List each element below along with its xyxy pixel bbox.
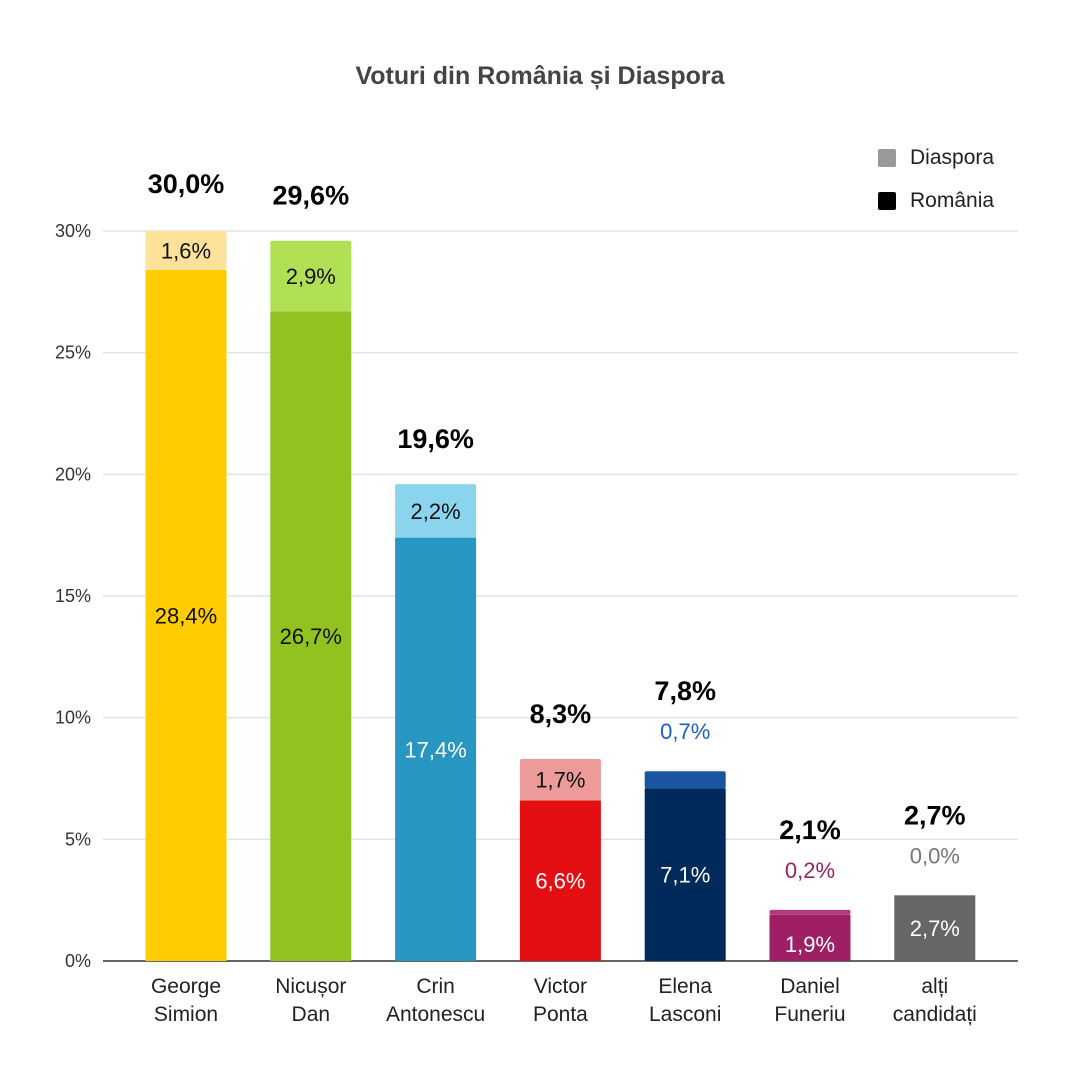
x-tick-label: Dan [292,1003,331,1026]
x-tick-label: Nicușor [275,975,346,998]
total-label: 2,1% [779,815,841,845]
y-tick-label: 0% [65,951,91,971]
y-tick-label: 30% [55,221,91,241]
value-label-romania: 28,4% [155,603,217,628]
bar-diaspora [270,240,352,312]
total-label: 30,0% [148,169,225,199]
total-label: 7,8% [654,676,716,706]
y-tick-label: 15% [55,586,91,606]
value-label-romania: 26,7% [280,624,342,649]
x-tick-label: Funeriu [774,1003,845,1026]
y-tick-label: 5% [65,829,91,849]
value-label-romania: 2,7% [910,916,960,941]
value-label-diaspora: 0,2% [785,858,835,883]
bar-diaspora [769,909,851,915]
legend-item-romania: România [878,189,994,213]
bar-diaspora [395,484,477,538]
value-label-diaspora: 1,6% [161,238,211,263]
x-tick-label: Lasconi [649,1003,721,1026]
total-label: 29,6% [273,181,350,211]
bar-romania [769,914,851,961]
value-label-diaspora: 2,9% [286,264,336,289]
bar-romania [270,311,352,961]
legend-label: România [910,189,995,212]
x-tick-label: Ponta [533,1003,588,1026]
value-label-diaspora: 1,7% [535,768,585,793]
y-tick-label: 20% [55,464,91,484]
bar-romania [519,800,601,961]
x-tick-label: alți [921,975,948,998]
legend-swatch-romania [878,192,896,210]
x-tick-label: Simion [154,1003,218,1026]
bar-romania [894,895,976,961]
bar-diaspora [519,759,601,801]
y-tick-label: 25% [55,343,91,363]
x-tick-label: Antonescu [386,1003,485,1026]
legend-label: Diaspora [910,146,995,169]
legend-item-diaspora: Diaspora [878,146,994,170]
total-label: 2,7% [904,800,966,830]
value-label-romania: 7,1% [660,863,710,888]
x-tick-label: Victor [534,975,587,998]
chart-title: Voturi din România și Diaspora [355,62,725,90]
bar-diaspora [644,771,726,789]
value-label-diaspora: 2,2% [411,499,461,524]
total-label: 19,6% [397,424,474,454]
bar-romania [395,537,477,961]
value-label-romania: 1,9% [785,932,835,957]
y-tick-label: 10% [55,708,91,728]
x-tick-label: candidați [893,1003,977,1026]
bar-romania [145,269,227,961]
value-label-romania: 17,4% [404,737,466,762]
legend-swatch-diaspora [878,149,896,167]
value-label-diaspora: 0,0% [910,843,960,868]
x-tick-label: Elena [658,975,712,998]
bar-romania [644,788,726,961]
value-label-diaspora: 0,7% [660,719,710,744]
value-label-romania: 6,6% [535,869,585,894]
x-tick-label: George [151,975,221,998]
x-tick-label: Daniel [780,975,840,998]
bar-diaspora [145,231,227,270]
x-tick-label: Crin [416,975,455,998]
total-label: 8,3% [530,699,592,729]
